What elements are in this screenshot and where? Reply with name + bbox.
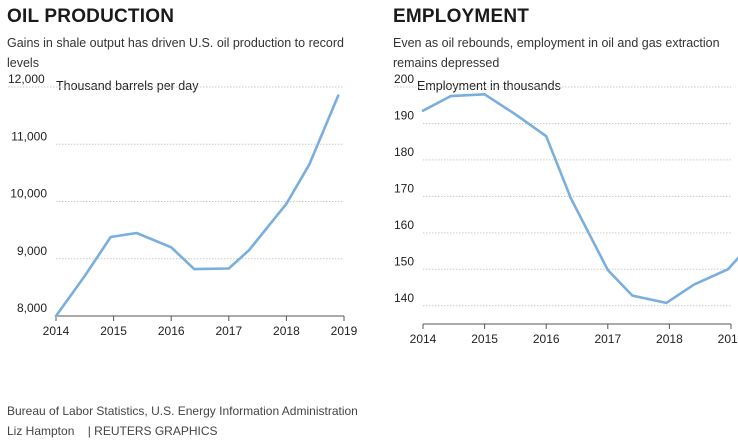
employment-subtitle-line-1: Even as oil rebounds, employment in oil … (393, 36, 720, 50)
oil-x-tick-label: 2018 (273, 324, 300, 338)
oil-chart-title: OIL PRODUCTION (7, 6, 175, 27)
oil-y-tick-label: 8,000 (17, 301, 47, 315)
oil-x-tick-label: 2014 (43, 324, 70, 338)
employment-subtitle-line-2: remains depressed (393, 56, 500, 70)
employment-y-tick-label: 180 (394, 145, 414, 159)
oil-x-tick-label: 2019 (331, 324, 358, 338)
source-note: Bureau of Labor Statistics, U.S. Energy … (7, 404, 358, 418)
employment-y-tick-label: 170 (394, 181, 414, 195)
oil-subtitle-line-1: Gains in shale output has driven U.S. oi… (7, 36, 344, 50)
employment-y-tick-label: 150 (394, 254, 414, 268)
employment-y-tick-label: 190 (394, 108, 414, 122)
employment-x-tick-label: 2017 (594, 332, 621, 346)
oil-y-tick-label: 12,000 (8, 72, 45, 86)
oil-y-tick-label: 9,000 (17, 244, 47, 258)
employment-chart-subtitle: Even as oil rebounds, employment in oil … (393, 33, 720, 73)
employment-series-line (421, 93, 738, 305)
employment-x-tick-label: 2019 (718, 332, 738, 346)
oil-unit-label: Thousand barrels per day (56, 79, 199, 93)
employment-chart-title: EMPLOYMENT (393, 6, 530, 27)
oil-chart-subtitle: Gains in shale output has driven U.S. oi… (7, 33, 344, 73)
oil-series-line (54, 94, 340, 318)
employment-x-tick-label: 2016 (533, 332, 560, 346)
employment-y-tick-label: 140 (394, 291, 414, 305)
employment-y-tick-label: 160 (394, 218, 414, 232)
oil-x-tick-label: 2017 (215, 324, 242, 338)
employment-x-tick-label: 2014 (410, 332, 437, 346)
oil-y-tick-label: 11,000 (11, 129, 47, 143)
employment-x-tick-label: 2018 (656, 332, 683, 346)
oil-x-tick-label: 2015 (100, 324, 127, 338)
employment-y-tick-label: 200 (394, 72, 414, 86)
employment-x-tick-label: 2015 (471, 332, 498, 346)
oil-subtitle-line-2: levels (7, 56, 39, 70)
oil-y-tick-label: 10,000 (10, 187, 47, 201)
employment-unit-label: Employment in thousands (417, 79, 561, 93)
oil-x-tick-label: 2016 (158, 324, 185, 338)
credit-note: Liz Hampton | REUTERS GRAPHICS (7, 424, 218, 438)
